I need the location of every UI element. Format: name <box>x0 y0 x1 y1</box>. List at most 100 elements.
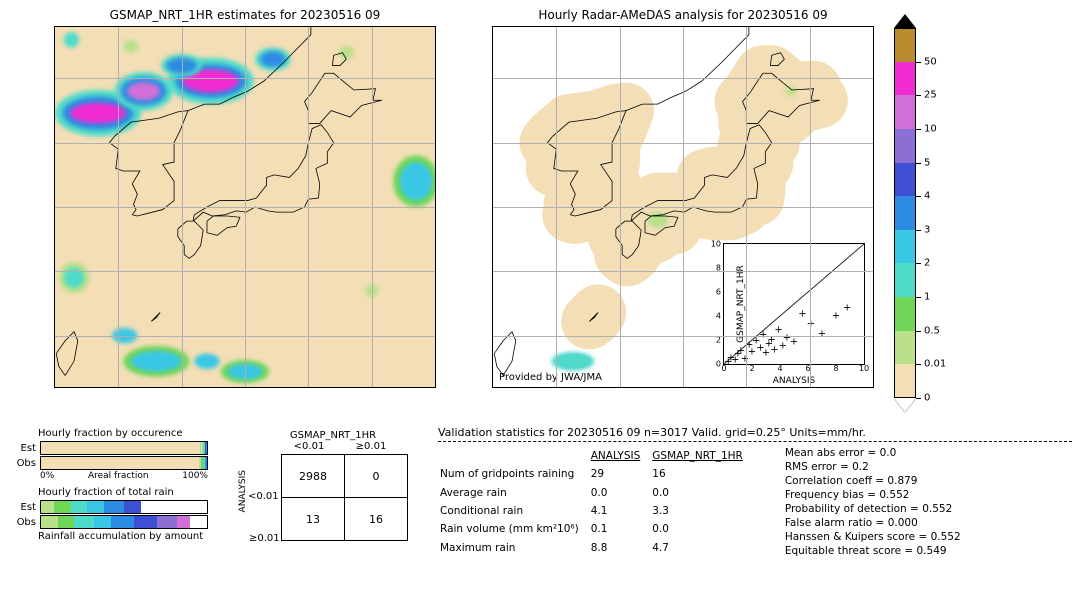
right-map-title: Hourly Radar-AMeDAS analysis for 2023051… <box>492 8 874 22</box>
scatter-inset: 00224466881010++++++++++++++++++++++++AN… <box>723 243 865 365</box>
lon-label: 145°E <box>794 387 824 388</box>
stats-metric: Probability of detection = 0.552 <box>785 502 961 516</box>
lat-label: 40°N <box>492 137 493 148</box>
colorbar: 00.010.512345102550 <box>894 28 916 398</box>
top-row: GSMAP_NRT_1HR estimates for 20230516 09 … <box>8 8 1072 408</box>
stats-cell: Num of gridpoints raining <box>440 466 589 482</box>
left-map-box: 25°N 30°N 35°N 40°N 45°N 125°E 130°E 135°E 140°E… <box>54 26 436 388</box>
contingency-panel: GSMAP_NRT_1HR ANALYSIS <0.01 ≥0.01 <0.01… <box>238 430 408 558</box>
axis-100: 100% <box>182 471 208 481</box>
ct-cell-01: 0 <box>345 455 408 498</box>
ct-rowh-1: ≥0.01 <box>249 533 282 544</box>
lat-label: 30°N <box>492 266 493 277</box>
ct-cell-11: 16 <box>345 498 408 541</box>
stats-metrics: Mean abs error = 0.0RMS error = 0.2Corre… <box>785 446 961 558</box>
stats-table: ANALYSIS GSMAP_NRT_1HR Num of gridpoints… <box>438 446 755 558</box>
colorbar-tick-label: 25 <box>916 90 937 101</box>
stats-cell: Conditional rain <box>440 503 589 519</box>
occurrence-obs-row: Obs <box>8 456 208 470</box>
occurrence-title: Hourly fraction by occurence <box>38 428 208 439</box>
stats-cell: 0.0 <box>591 485 651 501</box>
bottom-row: Hourly fraction by occurence Est Obs 0% … <box>8 426 1072 558</box>
stats-title: Validation statistics for 20230516 09 n=… <box>438 426 1072 442</box>
occurrence-axis: 0% Areal fraction 100% <box>40 471 208 481</box>
totalrain-est-bar <box>40 500 208 514</box>
right-map-box: 00224466881010++++++++++++++++++++++++AN… <box>492 26 874 388</box>
ct-row-title: ANALYSIS <box>238 470 248 512</box>
lat-label: 25°N <box>492 330 493 341</box>
lon-label: 130°E <box>166 387 196 388</box>
ct-cell-00: 2988 <box>282 455 345 498</box>
ct-colh-0: <0.01 <box>278 441 340 452</box>
lon-label: 125°E <box>541 387 571 388</box>
lon-label: 135°E <box>230 387 260 388</box>
axis-0: 0% <box>40 471 54 481</box>
stats-cell: 16 <box>652 466 753 482</box>
colorbar-tick-label: 4 <box>916 191 930 202</box>
stats-cell: 4.1 <box>591 503 651 519</box>
stats-cell: 4.7 <box>652 540 753 556</box>
left-map-title: GSMAP_NRT_1HR estimates for 20230516 09 <box>54 8 436 22</box>
ct-colh-1: ≥0.01 <box>340 441 402 452</box>
totalrain-caption: Rainfall accumulation by amount <box>38 531 208 542</box>
lon-label: 130°E <box>604 387 634 388</box>
axis-mid: Areal fraction <box>88 471 149 481</box>
stats-metric: Hanssen & Kuipers score = 0.552 <box>785 530 961 544</box>
lat-label: 40°N <box>54 137 55 148</box>
bar-section: Hourly fraction by occurence Est Obs 0% … <box>8 426 208 558</box>
colorbar-tick-label: 3 <box>916 224 930 235</box>
lat-label: 35°N <box>54 202 55 213</box>
colorbar-tick-label: 1 <box>916 292 930 303</box>
colorbar-tick-label: 50 <box>916 56 937 67</box>
stats-metric: Frequency bias = 0.552 <box>785 488 961 502</box>
lat-label: 30°N <box>54 266 55 277</box>
stats-th-2: GSMAP_NRT_1HR <box>652 448 753 464</box>
occurrence-obs-bar <box>40 456 208 470</box>
ct-cell-10: 13 <box>282 498 345 541</box>
totalrain-obs-bar <box>40 515 208 529</box>
colorbar-tick-label: 0 <box>916 393 930 404</box>
stats-cell: 8.8 <box>591 540 651 556</box>
colorbar-tick-label: 5 <box>916 157 930 168</box>
colorbar-tick-label: 0.01 <box>916 359 946 370</box>
lon-label: 145°E <box>356 387 386 388</box>
right-map-panel: Hourly Radar-AMeDAS analysis for 2023051… <box>492 8 874 408</box>
stats-metric: Mean abs error = 0.0 <box>785 446 961 460</box>
ct-table: 2988 0 13 16 <box>281 454 408 541</box>
totalrain-title: Hourly fraction of total rain <box>38 487 208 498</box>
stats-metric: RMS error = 0.2 <box>785 460 961 474</box>
lat-label: 45°N <box>54 73 55 84</box>
lon-label: 140°E <box>293 387 323 388</box>
map-credit: Provided by JWA/JMA <box>499 372 602 383</box>
obs-label: Obs <box>8 458 40 469</box>
occurrence-est-row: Est <box>8 441 208 455</box>
stats-cell: Maximum rain <box>440 540 589 556</box>
stats-metric: Correlation coeff = 0.879 <box>785 474 961 488</box>
left-map-panel: GSMAP_NRT_1HR estimates for 20230516 09 … <box>54 8 436 408</box>
stats-cell: 29 <box>591 466 651 482</box>
lat-label: 35°N <box>492 202 493 213</box>
inset-ylabel: GSMAP_NRT_1HR <box>736 265 746 343</box>
colorbar-tick-label: 10 <box>916 123 937 134</box>
colorbar-tick-label: 2 <box>916 258 930 269</box>
stats-cell: 0.0 <box>652 521 753 537</box>
stats-metric: False alarm ratio = 0.000 <box>785 516 961 530</box>
stats-th-1: ANALYSIS <box>591 448 651 464</box>
stats-cell: Average rain <box>440 485 589 501</box>
lon-label: 140°E <box>731 387 761 388</box>
lon-label: 125°E <box>103 387 133 388</box>
colorbar-tick-label: 0.5 <box>916 325 940 336</box>
totalrain-est-row: Est <box>8 500 208 514</box>
obs-label2: Obs <box>8 517 40 528</box>
stats-section: Validation statistics for 20230516 09 n=… <box>438 426 1072 558</box>
lat-label: 25°N <box>54 330 55 341</box>
stats-cell: 3.3 <box>652 503 753 519</box>
ct-col-title: GSMAP_NRT_1HR <box>258 430 408 441</box>
lat-label: 45°N <box>492 73 493 84</box>
stats-metric: Equitable threat score = 0.549 <box>785 544 961 558</box>
est-label2: Est <box>8 502 40 513</box>
occurrence-est-bar <box>40 441 208 455</box>
lon-label: 135°E <box>668 387 698 388</box>
totalrain-obs-row: Obs <box>8 515 208 529</box>
ct-rowh-0: <0.01 <box>248 491 281 502</box>
